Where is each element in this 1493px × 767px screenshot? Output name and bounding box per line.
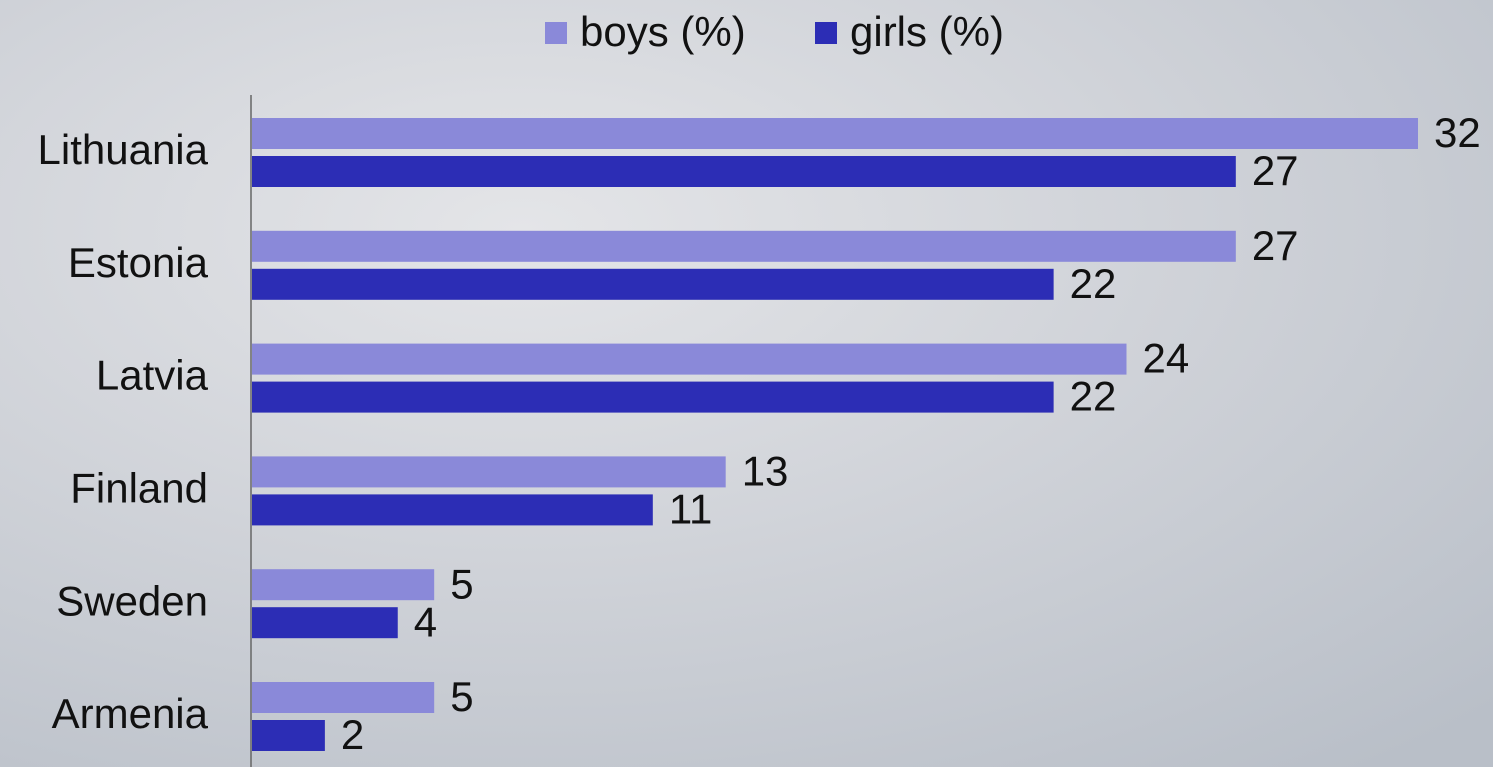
value-label: 4 [414, 598, 437, 645]
category-label: Latvia [96, 352, 209, 399]
value-label: 2 [341, 711, 364, 758]
bar [252, 720, 325, 751]
category-label: Lithuania [38, 126, 209, 173]
bar [252, 118, 1418, 149]
value-label: 27 [1252, 222, 1299, 269]
value-label: 22 [1070, 260, 1117, 307]
bar [252, 456, 726, 487]
category-label: Sweden [56, 577, 208, 624]
value-label: 5 [450, 560, 473, 607]
legend-label: boys (%) [580, 8, 746, 55]
bar [252, 494, 653, 525]
category-label: Finland [70, 464, 208, 511]
bar [252, 682, 434, 713]
value-label: 27 [1252, 147, 1299, 194]
bar [252, 382, 1054, 413]
legend-label: girls (%) [850, 8, 1004, 55]
chart: boys (%) girls (%) Lithuania 32 27 Estonia 27 2… [0, 0, 1493, 767]
category-label: Armenia [52, 690, 209, 737]
legend-swatch [815, 22, 837, 44]
bar [252, 607, 398, 638]
value-label: 24 [1143, 335, 1190, 382]
value-label: 11 [669, 485, 713, 532]
value-label: 5 [450, 673, 473, 720]
value-label: 13 [742, 447, 789, 494]
bar [252, 344, 1127, 375]
category-label: Estonia [68, 239, 209, 286]
value-label: 22 [1070, 373, 1117, 420]
value-label: 32 [1434, 109, 1481, 156]
bar [252, 269, 1054, 300]
bar [252, 231, 1236, 262]
bar [252, 156, 1236, 187]
bar [252, 569, 434, 600]
legend-swatch [545, 22, 567, 44]
